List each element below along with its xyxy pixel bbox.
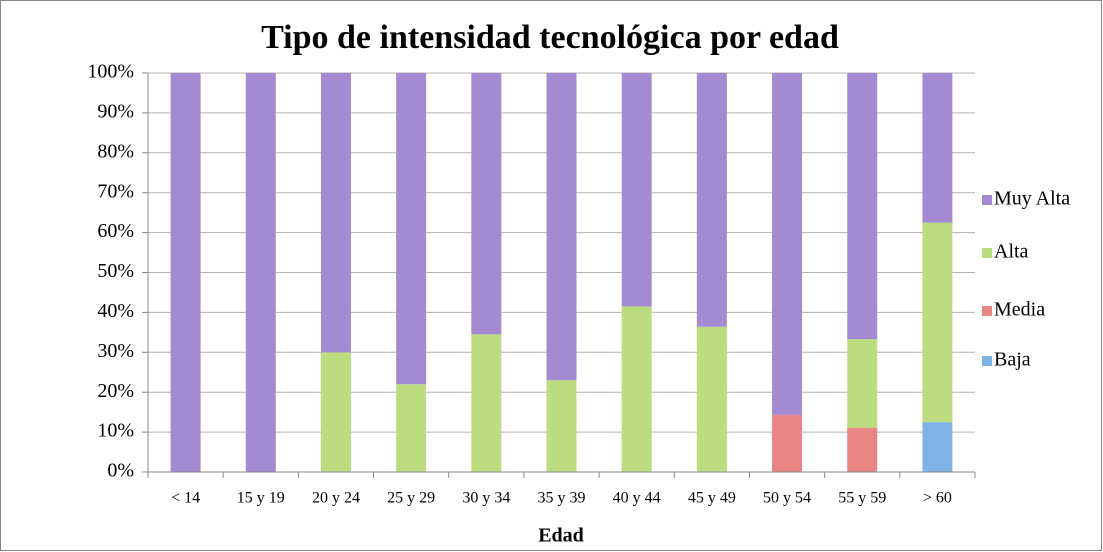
legend-swatch xyxy=(982,248,992,258)
bar-segment xyxy=(696,326,727,472)
x-tick-label: 25 y 29 xyxy=(387,490,435,507)
bar-segment xyxy=(922,422,953,472)
bar-segment xyxy=(772,73,803,415)
x-tick-label: 55 y 59 xyxy=(838,490,886,507)
y-tick-label: 60% xyxy=(97,220,134,242)
bar-segment xyxy=(922,222,953,423)
bar-segment xyxy=(621,306,652,472)
y-tick-label: 20% xyxy=(97,380,134,402)
x-tick-label: 50 y 54 xyxy=(763,490,811,507)
y-tick-label: 100% xyxy=(87,61,134,83)
x-tick-label: < 14 xyxy=(171,490,200,507)
x-axis-title: Edad xyxy=(538,525,584,547)
y-tick-label: 30% xyxy=(97,340,134,362)
y-tick-label: 90% xyxy=(97,100,134,122)
x-tick-label: 45 y 49 xyxy=(688,490,736,507)
x-tick-label: 15 y 19 xyxy=(237,490,285,507)
legend-label: Media xyxy=(994,299,1045,321)
bar-segment xyxy=(546,380,577,472)
x-tick-label: 40 y 44 xyxy=(613,490,661,507)
bar-segment xyxy=(546,73,577,381)
y-tick-label: 80% xyxy=(97,140,134,162)
bar-segment xyxy=(170,73,201,472)
legend-label: Muy Alta xyxy=(994,188,1070,210)
chart-title: Tipo de intensidad tecnológica por edad xyxy=(261,19,839,56)
bar-segment xyxy=(922,73,953,223)
bar-segment xyxy=(471,334,502,472)
legend-label: Baja xyxy=(994,349,1031,371)
x-tick-label: 30 y 34 xyxy=(462,490,510,507)
y-tick-label: 40% xyxy=(97,300,134,322)
legend-label: Alta xyxy=(994,241,1029,263)
bar-segment xyxy=(847,339,878,428)
legend-swatch xyxy=(982,356,992,366)
x-tick-label: 35 y 39 xyxy=(538,490,586,507)
bar-segment xyxy=(772,414,803,472)
bar-segment xyxy=(847,427,878,472)
bar-segment xyxy=(847,73,878,340)
bar-segment xyxy=(245,73,276,472)
bar-segment xyxy=(396,73,427,385)
y-tick-label: 10% xyxy=(97,420,134,442)
y-tick-label: 0% xyxy=(107,460,134,482)
x-tick-label: 20 y 24 xyxy=(312,490,360,507)
bar-segment xyxy=(320,73,351,353)
bar-segment xyxy=(471,73,502,335)
x-tick-label: > 60 xyxy=(923,490,952,507)
y-tick-label: 50% xyxy=(97,260,134,282)
bar-segment xyxy=(320,352,351,472)
bar-segment xyxy=(396,384,427,472)
bar-segment xyxy=(696,73,727,327)
y-tick-label: 70% xyxy=(97,180,134,202)
bar-segment xyxy=(621,73,652,307)
legend-swatch xyxy=(982,306,992,316)
legend-swatch xyxy=(982,195,992,205)
